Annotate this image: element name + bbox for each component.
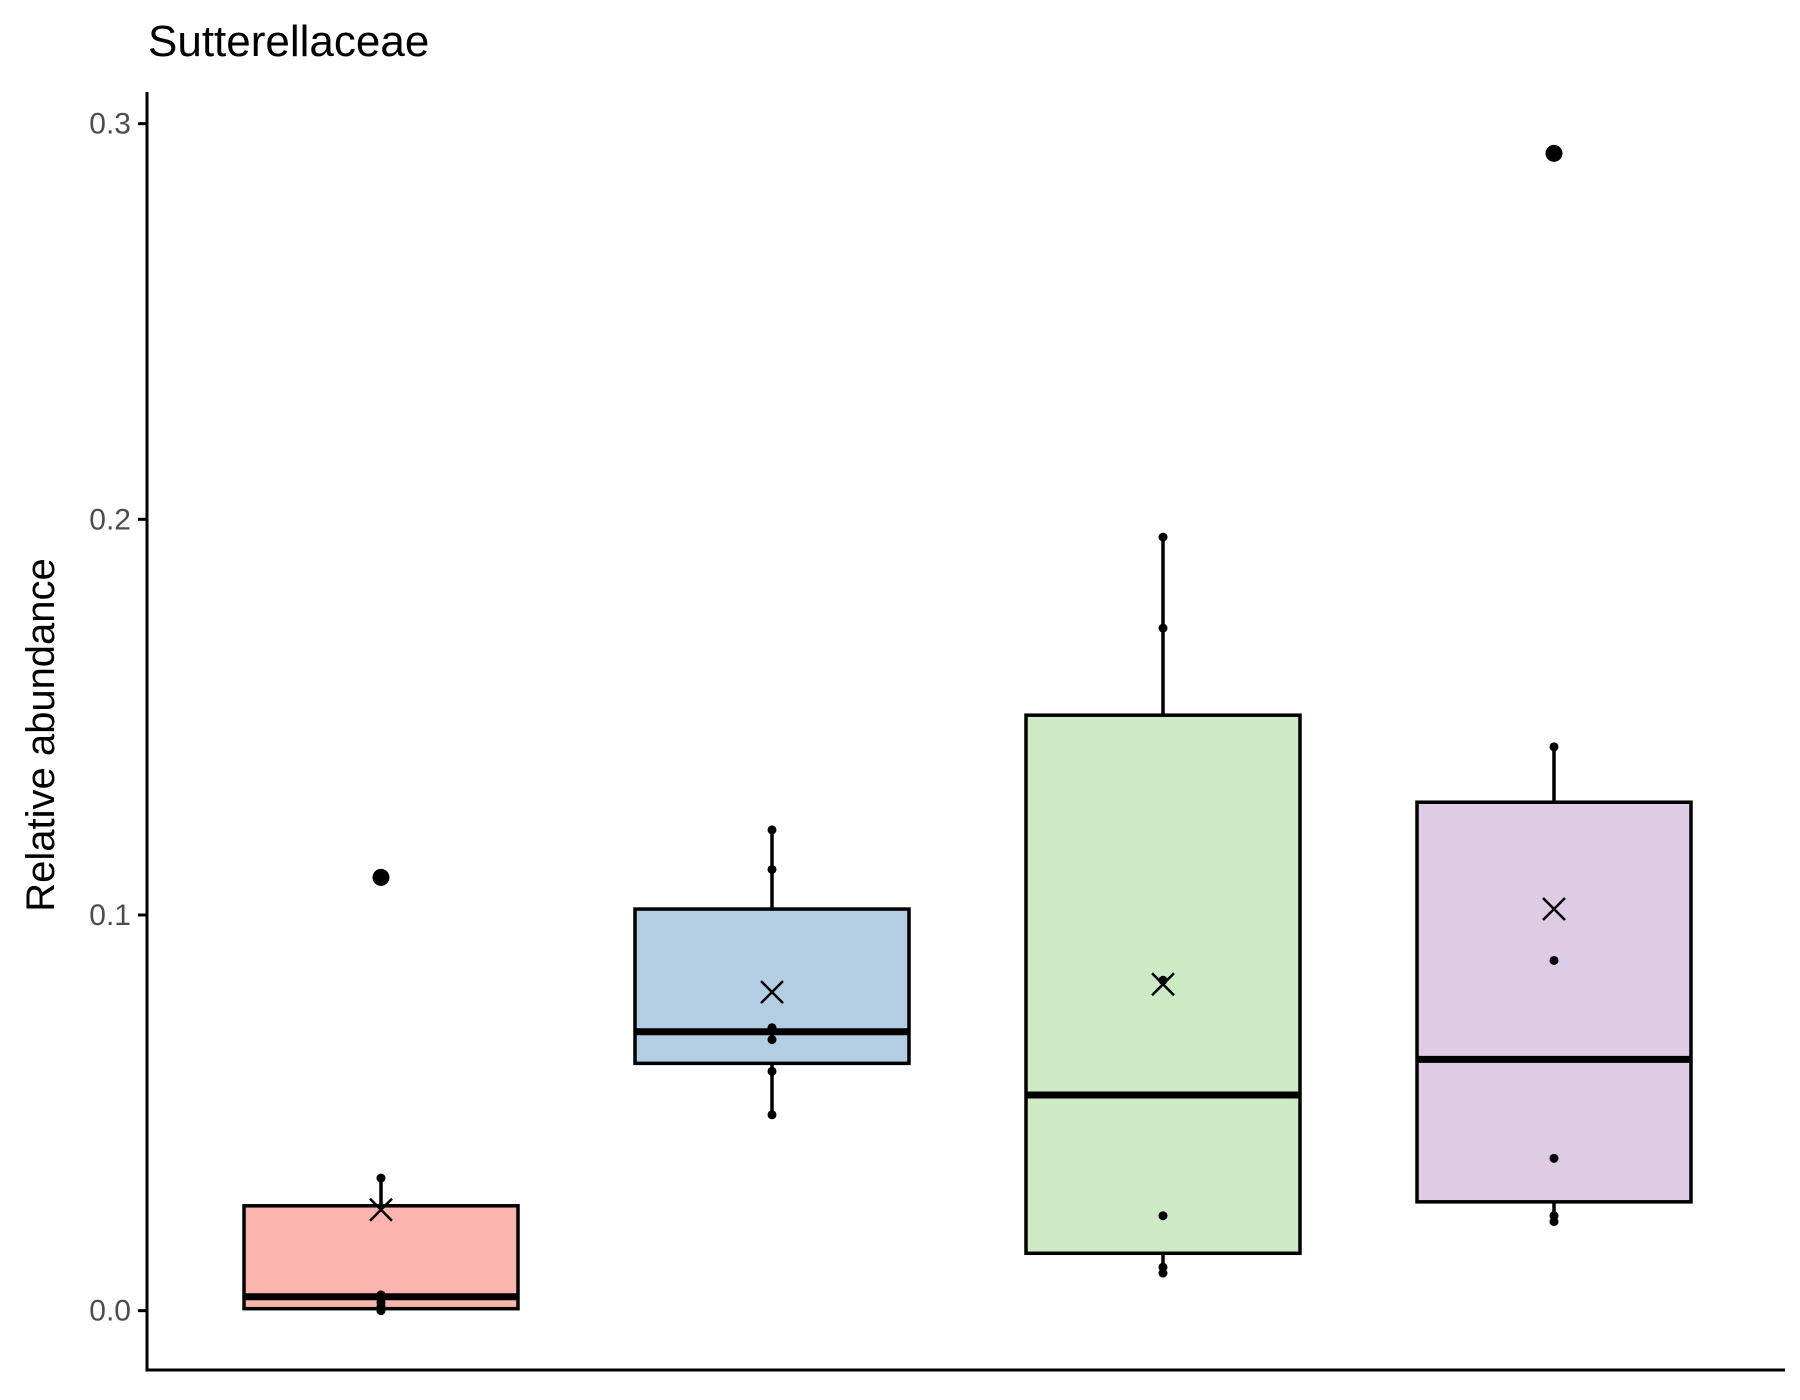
y-axis-ticks: 0.0 0.1 0.2 0.3 <box>89 108 147 1328</box>
y-tick-label: 0.2 <box>89 503 131 536</box>
chart-title: Sutterellaceae <box>148 17 429 66</box>
outlier-point <box>372 868 390 886</box>
data-point <box>767 1110 777 1120</box>
box-group <box>1415 144 1693 1227</box>
data-point <box>1549 1153 1559 1163</box>
box-group <box>242 868 520 1316</box>
data-point <box>767 1066 777 1076</box>
data-point <box>1549 955 1559 965</box>
mean-marker <box>1151 972 1175 997</box>
y-tick-label: 0.3 <box>89 108 131 141</box>
data-point <box>767 825 777 835</box>
box-group <box>1024 532 1302 1278</box>
box-groups <box>242 144 1693 1316</box>
data-point <box>1158 1211 1168 1221</box>
box-group <box>633 825 911 1120</box>
mean-marker <box>1542 897 1566 921</box>
y-tick-label: 0.0 <box>89 1295 131 1328</box>
data-point <box>1158 623 1168 633</box>
mean-marker <box>369 1197 393 1222</box>
data-point <box>1158 532 1168 542</box>
data-point <box>1549 742 1559 752</box>
data-point <box>376 1290 386 1300</box>
y-axis-label: Relative abundance <box>19 558 63 912</box>
data-point <box>767 1035 777 1045</box>
data-point <box>1549 1211 1559 1221</box>
y-tick-label: 0.1 <box>89 899 131 932</box>
outlier-point <box>1545 144 1563 162</box>
mean-marker <box>760 980 784 1005</box>
data-point <box>767 1023 777 1033</box>
data-point <box>1158 1262 1168 1272</box>
data-point <box>376 1173 386 1183</box>
box-iqr <box>1415 800 1693 1204</box>
data-point <box>767 864 777 874</box>
